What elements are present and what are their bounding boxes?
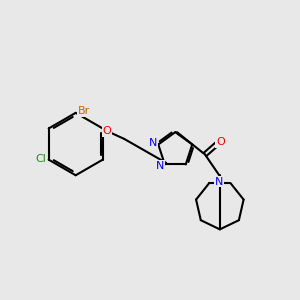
Text: N: N [149, 138, 158, 148]
Text: N: N [155, 161, 164, 171]
Text: Cl: Cl [35, 154, 46, 164]
Text: Br: Br [78, 106, 90, 116]
Text: N: N [215, 176, 224, 187]
Text: O: O [103, 126, 112, 136]
Text: O: O [216, 137, 225, 147]
